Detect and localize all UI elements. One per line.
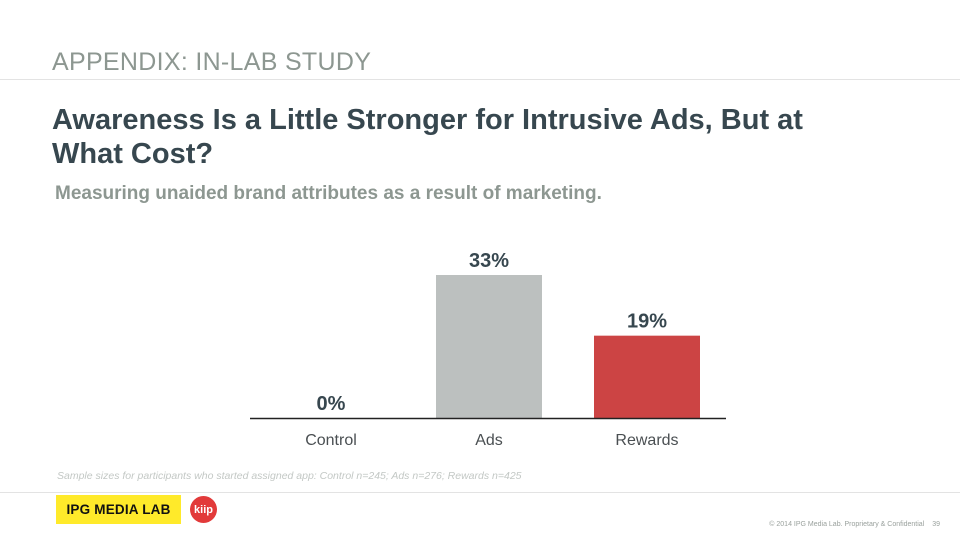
slide-subtitle: Measuring unaided brand attributes as a … <box>55 183 602 204</box>
category-label-ads: Ads <box>475 432 503 449</box>
sample-size-note: Sample sizes for participants who starte… <box>57 470 522 482</box>
section-label: APPENDIX: IN-LAB STUDY <box>52 48 372 76</box>
top-divider <box>0 79 960 80</box>
page-number: 39 <box>932 521 940 528</box>
category-label-rewards: Rewards <box>615 432 678 449</box>
bottom-divider <box>0 492 960 493</box>
category-label-control: Control <box>305 432 357 449</box>
kiip-logo: kiip <box>190 496 217 523</box>
ipg-logo-text: IPG MEDIA LAB <box>66 502 171 517</box>
value-label-control: 0% <box>317 393 346 415</box>
slide-title: Awareness Is a Little Stronger for Intru… <box>52 104 803 170</box>
bar-rewards <box>594 335 700 418</box>
footer: © 2014 IPG Media Lab. Proprietary & Conf… <box>769 521 940 528</box>
value-label-rewards: 19% <box>627 311 667 333</box>
value-label-ads: 33% <box>469 250 509 272</box>
copyright-text: © 2014 IPG Media Lab. Proprietary & Conf… <box>769 521 925 528</box>
kiip-logo-text: kiip <box>194 503 213 516</box>
bar-ads <box>436 275 542 418</box>
bar-chart: 0% Control 33% Ads 19% Rewards <box>250 250 726 449</box>
ipg-media-lab-logo: IPG MEDIA LAB <box>56 495 181 524</box>
